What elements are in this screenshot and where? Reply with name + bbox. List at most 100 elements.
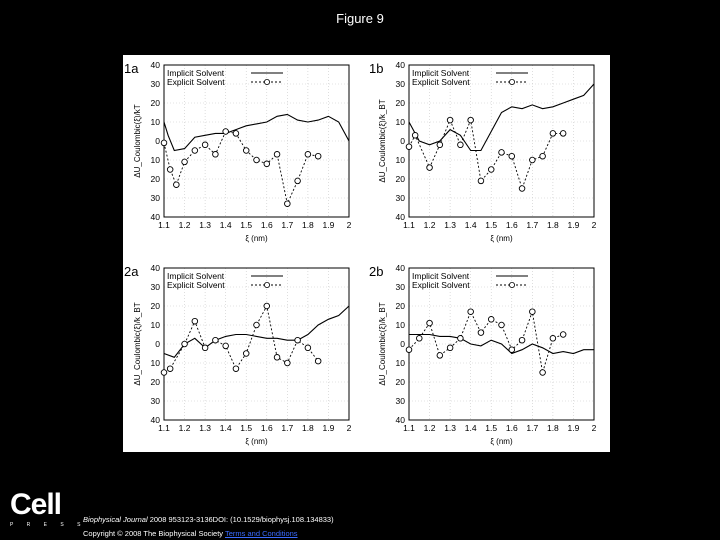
panel-label: 2a: [124, 264, 139, 279]
explicit-solvent-point: [446, 344, 454, 352]
explicit-solvent-point: [232, 365, 240, 372]
x-tick-label: 2: [347, 423, 352, 433]
citation-line: Biophysical Journal 2008 953123-3136DOI:…: [83, 515, 334, 524]
x-tick-label: 1.8: [547, 423, 559, 433]
y-tick-label: 10: [151, 320, 161, 330]
legend-label: Explicit Solvent: [167, 77, 225, 87]
explicit-solvent-point: [201, 344, 209, 352]
explicit-solvent-point: [242, 350, 250, 357]
implicit-solvent-line: [163, 305, 350, 358]
explicit-solvent-point: [446, 116, 454, 124]
explicit-solvent-point: [498, 321, 505, 329]
chart-panel-2a: 1.1 1.2 1.3 1.4 1.5 1.6 1.7 1.8 1.9 2 40 30 20 10 0 10 2…: [124, 263, 352, 446]
y-axis-label: ΔU_Coulombic(ξ)/k_BT: [133, 302, 142, 385]
plot-frame: [408, 64, 595, 218]
explicit-solvent-point: [263, 160, 271, 168]
explicit-solvent-point: [549, 130, 557, 137]
explicit-solvent-point: [529, 308, 536, 315]
explicit-solvent-point: [508, 152, 516, 160]
explicit-solvent-point: [467, 308, 474, 315]
explicit-solvent-point: [181, 340, 188, 348]
legend-marker: [508, 78, 515, 85]
panel-label: 1a: [124, 61, 139, 76]
x-tick-label: 1.6: [261, 220, 273, 230]
y-tick-label: 10: [396, 117, 406, 127]
explicit-solvent-point: [273, 354, 281, 361]
y-tick-label: 10: [151, 117, 161, 127]
legend-marker: [263, 281, 270, 288]
x-tick-label: 1.6: [506, 220, 518, 230]
y-axis-label: ΔU_Coulombic(ξ)/k_BT: [378, 99, 387, 182]
explicit-solvent-point: [518, 336, 526, 344]
y-tick-label: 30: [151, 396, 161, 406]
explicit-solvent-point: [242, 147, 250, 154]
y-tick-label: 40: [396, 212, 406, 222]
explicit-solvent-point: [405, 143, 413, 150]
x-tick-label: 1.8: [302, 220, 314, 230]
explicit-solvent-point: [477, 177, 485, 185]
x-tick-label: 1.1: [403, 220, 415, 230]
explicit-solvent-point: [273, 151, 281, 158]
x-tick-label: 1.5: [485, 220, 497, 230]
y-tick-label: 10: [396, 155, 406, 165]
explicit-solvent-point: [457, 141, 464, 149]
y-tick-label: 20: [151, 98, 161, 108]
plot-frame: [408, 267, 595, 421]
y-tick-label: 0: [400, 339, 405, 349]
x-tick-label: 1.3: [199, 423, 211, 433]
explicit-solvent-point: [426, 319, 433, 327]
y-axis-label: ΔU_Coulombic(ξ)/kT: [133, 104, 142, 177]
explicit-solvent-point: [549, 335, 557, 342]
terms-link[interactable]: Terms and Conditions: [225, 529, 298, 538]
x-tick-label: 1.3: [444, 220, 456, 230]
x-tick-label: 1.2: [179, 220, 191, 230]
explicit-solvent-point: [304, 344, 312, 352]
x-tick-label: 1.7: [281, 423, 293, 433]
x-tick-label: 1.7: [526, 220, 538, 230]
y-tick-label: 30: [396, 396, 406, 406]
x-tick-label: 2: [347, 220, 352, 230]
x-axis-label: ξ (nm): [490, 234, 513, 243]
panel-label: 1b: [369, 61, 383, 76]
y-tick-label: 10: [151, 155, 161, 165]
figure-panel: 1.1 1.2 1.3 1.4 1.5 1.6 1.7 1.8 1.9 2 40 30 20 10 0 10 2…: [123, 55, 610, 452]
explicit-solvent-point: [559, 130, 567, 137]
y-axis-label: ΔU_Coulombic(ξ)/k_BT: [378, 302, 387, 385]
explicit-solvent-point: [314, 357, 322, 365]
y-tick-label: 0: [400, 136, 405, 146]
x-tick-label: 1.4: [465, 423, 477, 433]
x-tick-label: 1.4: [220, 423, 232, 433]
explicit-solvent-point: [263, 302, 271, 310]
x-tick-label: 1.4: [465, 220, 477, 230]
explicit-solvent-point: [191, 147, 199, 154]
explicit-solvent-point: [284, 359, 291, 367]
explicit-solvent-point: [232, 130, 240, 137]
implicit-solvent-line: [409, 333, 594, 355]
explicit-solvent-point: [529, 156, 536, 164]
explicit-solvent-point: [411, 132, 419, 139]
x-tick-label: 1.9: [323, 423, 335, 433]
y-tick-label: 0: [155, 339, 160, 349]
y-tick-label: 20: [396, 98, 406, 108]
explicit-solvent-point: [304, 151, 312, 158]
chart-panel-1b: 1.1 1.2 1.3 1.4 1.5 1.6 1.7 1.8 1.9 2 40 30 20 10 0 10 2…: [369, 60, 597, 243]
x-tick-label: 2: [592, 423, 597, 433]
x-tick-label: 1.4: [220, 220, 232, 230]
explicit-solvent-point: [253, 321, 260, 329]
explicit-solvent-point: [284, 200, 291, 207]
explicit-solvent-point: [559, 331, 567, 338]
y-tick-label: 40: [151, 415, 161, 425]
chart-panel-2b: 1.1 1.2 1.3 1.4 1.5 1.6 1.7 1.8 1.9 2 40 30 20 10 0 10 2…: [369, 263, 597, 446]
x-tick-label: 1.3: [199, 220, 211, 230]
x-tick-label: 1.7: [526, 423, 538, 433]
explicit-solvent-point: [457, 335, 464, 342]
y-tick-label: 20: [151, 174, 161, 184]
explicit-solvent-point: [487, 166, 495, 173]
explicit-solvent-line: [408, 309, 564, 373]
x-tick-label: 1.2: [424, 423, 436, 433]
y-tick-label: 30: [396, 79, 406, 89]
y-tick-label: 20: [396, 377, 406, 387]
legend-marker: [508, 281, 515, 288]
explicit-solvent-point: [518, 185, 526, 192]
x-tick-label: 1.1: [158, 423, 170, 433]
